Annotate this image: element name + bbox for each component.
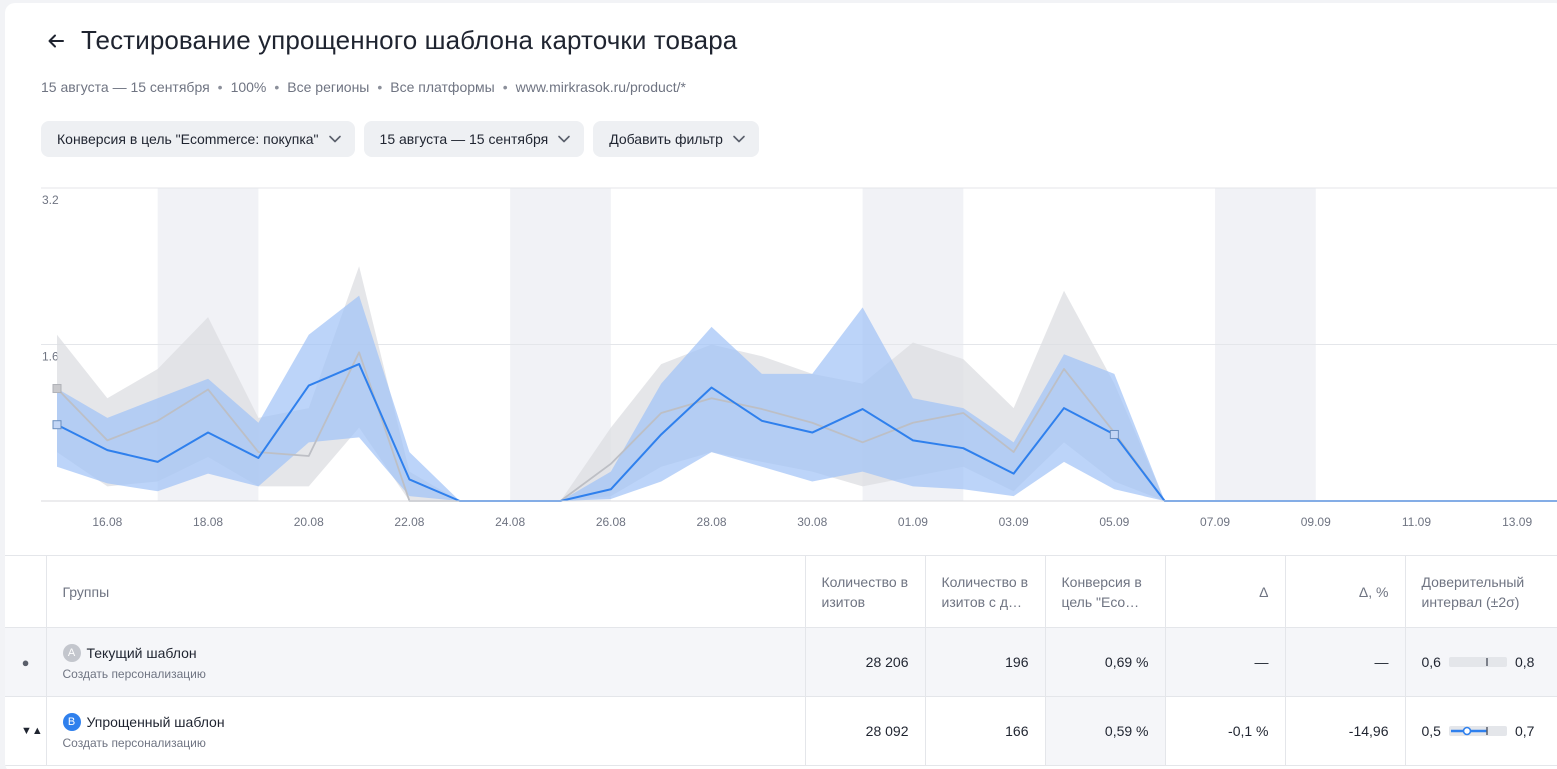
x-tick-label: 03.09 [999, 515, 1029, 528]
experiment-card: Тестирование упрощенного шаблона карточк… [5, 3, 1557, 769]
table-header-row: Группы Количество в изитов Количество в … [5, 555, 1557, 628]
period-filter-label: 15 августа — 15 сентября [379, 131, 549, 147]
ci-cell: 0,5 0,7 [1405, 696, 1557, 766]
x-tick-label: 18.08 [193, 515, 223, 528]
visits-cell: 28 092 [805, 696, 926, 766]
filter-bar: Конверсия в цель "Ecommerce: покупка" 15… [41, 121, 759, 157]
period-filter-dropdown[interactable]: 15 августа — 15 сентября [363, 121, 585, 157]
meta-regions: Все регионы [287, 79, 370, 95]
meta-traffic: 100% [230, 79, 267, 95]
conversion-chart[interactable]: 3.2 1.6 16.08 18.08 20.08 22.08 24.08 26.08 28.0… [5, 183, 1557, 528]
meta-period: 15 августа — 15 сентября [41, 79, 210, 95]
group-title: Упрощенный шаблон [86, 713, 225, 730]
ci-bar [1448, 657, 1507, 667]
delta-pct-cell: — [1285, 627, 1406, 697]
visits-goal-cell: 196 [925, 627, 1046, 697]
ci-high: 0,7 [1514, 723, 1535, 739]
header-marker [5, 555, 47, 628]
conversion-cell: 0,69 % [1045, 627, 1166, 697]
add-filter-label: Добавить фильтр [609, 131, 723, 147]
x-tick-label: 16.08 [92, 515, 122, 528]
confidence-band-b [57, 295, 1557, 501]
header-groups[interactable]: Группы [46, 555, 806, 628]
ci-range: 0,5 0,7 [1422, 723, 1541, 739]
meta-platforms: Все платформы [390, 79, 495, 95]
back-arrow-icon[interactable] [41, 26, 71, 56]
delta-cell: — [1165, 627, 1286, 697]
chevron-down-icon [731, 131, 747, 147]
series-point-marker [52, 384, 62, 394]
series-point-marker [1109, 429, 1119, 439]
add-filter-dropdown[interactable]: Добавить фильтр [593, 121, 759, 157]
visits-cell: 28 206 [805, 627, 926, 697]
create-personalization-link[interactable]: Создать персонализацию [62, 666, 206, 681]
create-personalization-link[interactable]: Создать персонализацию [62, 735, 206, 750]
group-badge: A [62, 643, 81, 662]
x-tick-label: 11.09 [1402, 515, 1431, 528]
page-header: Тестирование упрощенного шаблона карточк… [41, 25, 737, 56]
x-tick-label: 07.09 [1200, 515, 1230, 528]
meta-separator: • [377, 79, 383, 95]
ci-cell: 0,6 0,8 [1405, 627, 1557, 697]
group-cell: A Текущий шаблон Создать персонализацию [46, 627, 806, 697]
chart-svg: 3.2 1.6 16.08 18.08 20.08 22.08 24.08 26.08 28.0… [41, 187, 1557, 528]
header-visits-goal-label: Количество в изитов с д… [941, 573, 1029, 610]
ci-low: 0,6 [1421, 654, 1441, 670]
table-row: ▼▲ B Упрощенный шаблон Создать персонали… [5, 696, 1557, 766]
meta-separator: • [217, 79, 223, 95]
x-tick-label: 05.09 [1099, 515, 1129, 528]
x-tick-label: 30.08 [797, 515, 827, 528]
group-cell: B Упрощенный шаблон Создать персонализац… [46, 696, 806, 766]
x-tick-label: 24.08 [495, 515, 525, 528]
page-title: Тестирование упрощенного шаблона карточк… [81, 25, 738, 55]
ci-bar [1448, 726, 1507, 736]
goal-filter-dropdown[interactable]: Конверсия в цель "Ecommerce: покупка" [41, 121, 355, 157]
table-row: ● A Текущий шаблон Создать персонализаци… [5, 627, 1557, 697]
x-tick-label: 13.09 [1502, 515, 1532, 528]
header-conversion-label: Конверсия в цель "Eco… [1061, 573, 1142, 610]
group-name: A Текущий шаблон [62, 643, 789, 662]
ci-low: 0,5 [1421, 723, 1441, 739]
goal-filter-label: Конверсия в цель "Ecommerce: покупка" [57, 131, 319, 147]
x-tick-label: 09.09 [1301, 515, 1331, 528]
x-tick-label: 28.08 [697, 515, 727, 528]
header-delta[interactable]: Δ [1165, 555, 1286, 628]
delta-pct-cell: -14,96 [1285, 696, 1406, 766]
x-tick-label: 26.08 [596, 515, 626, 528]
header-visits-goal[interactable]: Количество в изитов с д… [925, 555, 1046, 628]
delta-cell: -0,1 % [1165, 696, 1286, 766]
ci-range: 0,6 0,8 [1422, 654, 1541, 670]
x-tick-label: 22.08 [394, 515, 424, 528]
group-name: B Упрощенный шаблон [62, 712, 789, 731]
conversion-cell: 0,59 % [1045, 696, 1166, 766]
header-conversion[interactable]: Конверсия в цель "Eco… [1045, 555, 1166, 628]
y-tick-label: 3.2 [42, 193, 59, 207]
header-delta-pct[interactable]: Δ, % [1285, 555, 1406, 628]
chevron-down-icon [327, 131, 343, 147]
meta-separator: • [274, 79, 280, 95]
series-point-marker [52, 420, 62, 430]
meta-url: www.mirkrasok.ru/product/* [515, 79, 687, 95]
x-tick-label: 20.08 [294, 515, 324, 528]
header-visits[interactable]: Количество в изитов [805, 555, 926, 628]
group-badge: B [62, 712, 81, 731]
group-title: Текущий шаблон [86, 644, 197, 661]
meta-separator: • [502, 79, 508, 95]
x-tick-label: 01.09 [898, 515, 928, 528]
y-tick-label: 1.6 [42, 350, 59, 364]
ci-high: 0,8 [1514, 654, 1535, 670]
group-marker: ▼▲ [5, 696, 47, 766]
group-marker: ● [5, 627, 47, 697]
results-table: Группы Количество в изитов Количество в … [5, 555, 1557, 766]
chevron-down-icon [556, 131, 572, 147]
header-ci[interactable]: Доверительный интервал (±2σ) [1405, 555, 1557, 628]
visits-goal-cell: 166 [925, 696, 1046, 766]
experiment-meta: 15 августа — 15 сентября • 100% • Все ре… [41, 79, 686, 95]
